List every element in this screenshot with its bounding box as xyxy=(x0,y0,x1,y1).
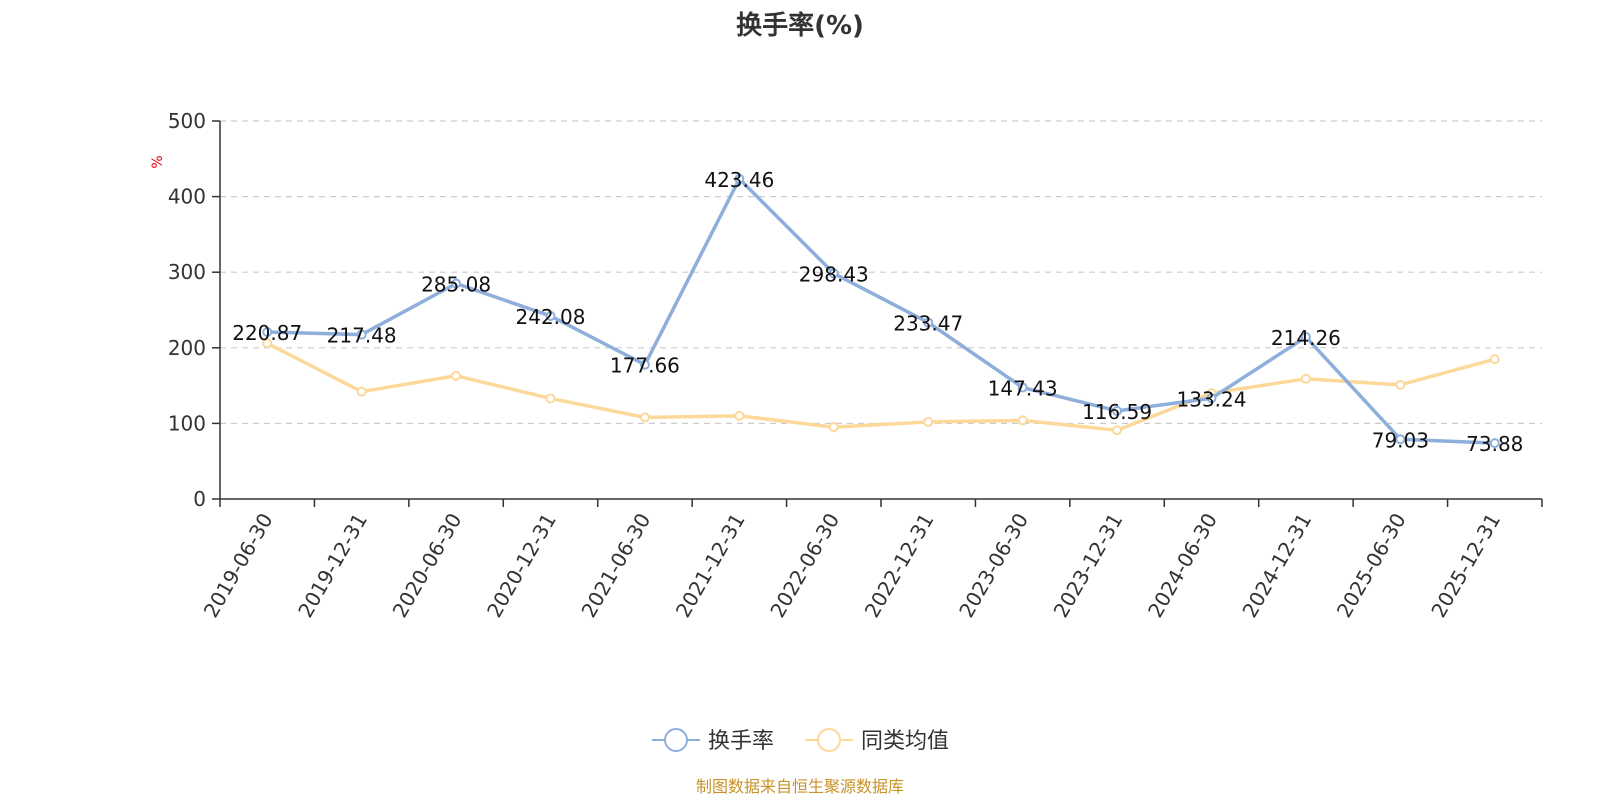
data-point[interactable] xyxy=(923,416,934,427)
data-point[interactable] xyxy=(545,393,556,404)
x-tick-label: 2019-12-31 xyxy=(293,509,372,622)
data-point[interactable] xyxy=(1489,354,1500,365)
series-layer xyxy=(262,173,1500,449)
data-point[interactable] xyxy=(639,359,650,370)
y-tick-label: 200 xyxy=(168,336,206,360)
data-point[interactable] xyxy=(828,422,839,433)
data-point[interactable] xyxy=(1300,332,1311,343)
x-tick-label: 2025-06-30 xyxy=(1332,509,1411,622)
legend-marker xyxy=(664,728,688,752)
data-point[interactable] xyxy=(828,268,839,279)
y-axis-ticks: 0 100 200 300 400 500 xyxy=(168,109,220,511)
legend-item[interactable]: 换手率 xyxy=(652,728,774,754)
data-point[interactable] xyxy=(451,370,462,381)
source-note: 制图数据来自恒生聚源数据库 xyxy=(696,777,904,796)
data-point[interactable] xyxy=(923,317,934,328)
x-tick-label: 2023-06-30 xyxy=(954,509,1033,622)
legend-item[interactable]: 同类均值 xyxy=(805,728,949,754)
data-label: 133.24 xyxy=(1177,387,1247,411)
data-point[interactable] xyxy=(262,327,273,338)
legend-marker xyxy=(817,728,841,752)
y-tick-label: 100 xyxy=(168,411,206,435)
data-point[interactable] xyxy=(1017,382,1028,393)
data-label: 423.46 xyxy=(704,168,774,192)
data-label: 220.87 xyxy=(232,321,302,345)
data-point[interactable] xyxy=(1395,379,1406,390)
series-line xyxy=(267,177,1495,445)
data-labels: 220.87 217.48 285.08 242.08 177.66 423.46 298.… xyxy=(232,168,1523,456)
data-point[interactable] xyxy=(451,278,462,289)
x-tick-label: 2020-06-30 xyxy=(388,509,467,622)
y-tick-label: 500 xyxy=(168,109,206,133)
x-tick-label: 2024-12-31 xyxy=(1237,509,1316,622)
legend-label: 换手率 xyxy=(708,729,774,754)
data-point[interactable] xyxy=(1017,415,1028,426)
data-label: 242.08 xyxy=(516,305,586,329)
x-tick-label: 2022-12-31 xyxy=(860,509,939,622)
data-point[interactable] xyxy=(1395,434,1406,445)
x-tick-label: 2023-12-31 xyxy=(1049,509,1128,622)
data-point[interactable] xyxy=(734,410,745,421)
axes xyxy=(219,121,1542,500)
x-tick-label: 2021-12-31 xyxy=(671,509,750,622)
data-point[interactable] xyxy=(1206,393,1217,404)
x-tick-label: 2021-06-30 xyxy=(576,509,655,622)
data-label: 177.66 xyxy=(610,354,680,378)
x-tick-label: 2020-12-31 xyxy=(482,509,561,622)
data-label: 233.47 xyxy=(893,311,963,335)
y-axis-unit-label: % xyxy=(150,155,166,168)
chart-title: 换手率(%) xyxy=(736,10,864,41)
data-point[interactable] xyxy=(1489,438,1500,449)
grid-lines xyxy=(220,120,1542,424)
y-tick-label: 400 xyxy=(168,185,206,209)
x-tick-label: 2025-12-31 xyxy=(1426,509,1505,622)
y-tick-label: 300 xyxy=(168,260,206,284)
data-label: 79.03 xyxy=(1372,428,1429,452)
data-point[interactable] xyxy=(545,310,556,321)
data-label: 285.08 xyxy=(421,272,491,296)
data-point[interactable] xyxy=(734,173,745,184)
data-point[interactable] xyxy=(1112,425,1123,436)
data-point[interactable] xyxy=(639,412,650,423)
data-label: 147.43 xyxy=(988,377,1058,401)
data-label: 217.48 xyxy=(327,324,397,348)
data-point[interactable] xyxy=(356,329,367,340)
data-label: 298.43 xyxy=(799,262,869,286)
x-tick-label: 2019-06-30 xyxy=(199,509,278,622)
series-line xyxy=(266,341,1496,432)
x-axis-ticks: 2019-06-30 2019-12-31 2020-06-30 2020-12-31… xyxy=(199,499,1543,622)
data-label: 73.88 xyxy=(1466,432,1523,456)
x-tick-label: 2022-06-30 xyxy=(765,509,844,622)
data-point[interactable] xyxy=(262,338,273,349)
x-tick-label: 2024-06-30 xyxy=(1143,509,1222,622)
data-label: 214.26 xyxy=(1271,326,1341,350)
data-point[interactable] xyxy=(1300,373,1311,384)
y-tick-label: 0 xyxy=(193,487,206,511)
data-point[interactable] xyxy=(1112,405,1123,416)
legend[interactable]: 换手率 同类均值 xyxy=(652,728,949,754)
data-point[interactable] xyxy=(356,386,367,397)
legend-label: 同类均值 xyxy=(861,729,949,754)
data-label: 116.59 xyxy=(1082,400,1152,424)
